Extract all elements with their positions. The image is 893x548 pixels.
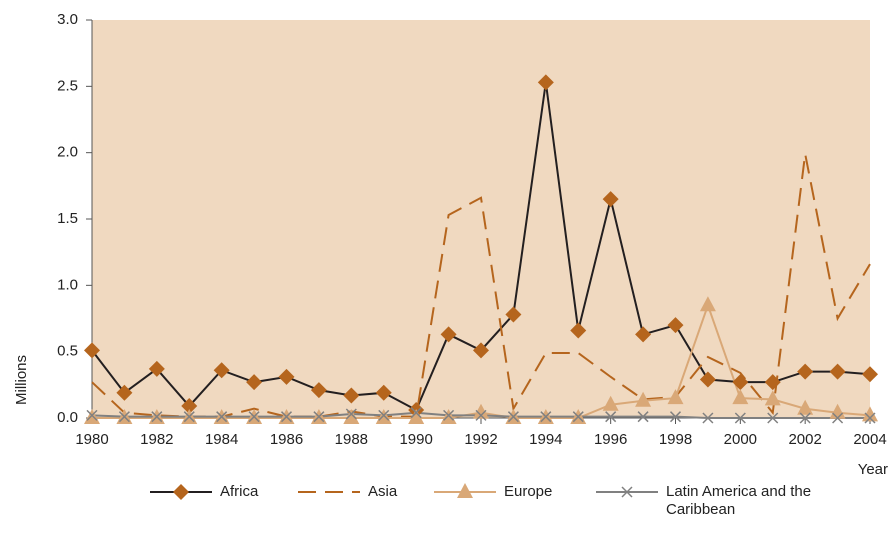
marker [278,368,295,385]
y-tick-label: 0.5 [57,343,78,360]
y-tick-label: 1.5 [57,210,78,227]
x-tick-label: 1986 [270,431,303,448]
marker [118,411,130,423]
legend-label: Asia [368,483,398,500]
x-axis-label: Year [858,461,888,478]
marker [378,409,390,421]
marker [602,395,619,411]
marker [797,399,814,415]
marker [537,74,554,91]
marker [764,390,781,406]
marker [475,409,487,421]
marker [832,412,844,424]
marker [216,411,228,423]
marker [602,191,619,208]
y-tick-label: 3.0 [57,11,78,28]
legend-item [434,483,496,498]
marker [667,389,684,405]
marker [732,389,749,405]
marker [248,411,260,423]
legend-item [596,486,658,498]
marker [699,371,716,388]
legend-label: Latin America and the Caribbean [666,483,812,518]
legend-label: Europe [504,483,553,500]
x-tick-label: 1980 [75,431,108,448]
marker [343,409,360,424]
y-tick-label: 2.5 [57,77,78,94]
x-tick-label: 1992 [464,431,497,448]
marker [443,409,455,421]
marker [507,411,519,423]
marker [410,407,422,419]
marker [864,412,876,424]
x-tick-label: 2000 [724,431,757,448]
marker [310,382,327,399]
marker [540,411,552,423]
marker [699,296,716,312]
x-tick-label: 1998 [659,431,692,448]
marker [343,387,360,404]
legend-item [150,484,212,500]
marker [440,326,457,343]
marker [408,409,425,424]
marker [572,411,584,423]
x-tick-label: 1984 [205,431,238,448]
x-tick-label: 1996 [594,431,627,448]
y-tick-label: 1.0 [57,276,78,293]
marker [280,411,293,423]
marker [213,362,230,379]
marker [86,409,98,421]
marker [669,411,682,423]
marker [605,411,617,423]
marker [84,342,100,359]
marker [829,363,846,380]
marker [116,384,133,401]
x-tick-label: 1988 [335,431,368,448]
y-axis-label: Millions [13,355,30,405]
marker [173,484,189,500]
x-tick-label: 1982 [140,431,173,448]
marker [570,322,587,339]
x-tick-label: 1994 [529,431,562,448]
x-tick-label: 2002 [788,431,821,448]
marker [862,366,878,383]
marker [246,374,263,391]
marker [637,411,649,423]
x-tick-label: 2004 [853,431,886,448]
marker [345,408,357,420]
marker [621,486,633,498]
y-tick-label: 2.0 [57,144,78,161]
marker [667,317,684,334]
legend-label: Africa [220,483,259,500]
marker [473,403,489,419]
x-tick-label: 1990 [399,431,432,448]
marker [635,391,652,407]
marker [473,342,489,359]
marker [797,363,814,380]
marker [732,374,749,391]
marker [799,412,811,424]
marker [313,411,325,423]
marker [375,384,392,401]
marker [635,326,652,343]
marker [767,412,779,424]
marker [457,483,473,498]
marker [734,412,746,424]
marker [181,398,198,415]
marker [764,374,781,391]
marker [151,411,163,423]
marker [183,411,195,423]
marker [862,406,878,422]
y-tick-label: 0.0 [57,409,78,426]
marker [505,306,522,323]
marker [702,412,714,424]
marker [148,360,165,377]
